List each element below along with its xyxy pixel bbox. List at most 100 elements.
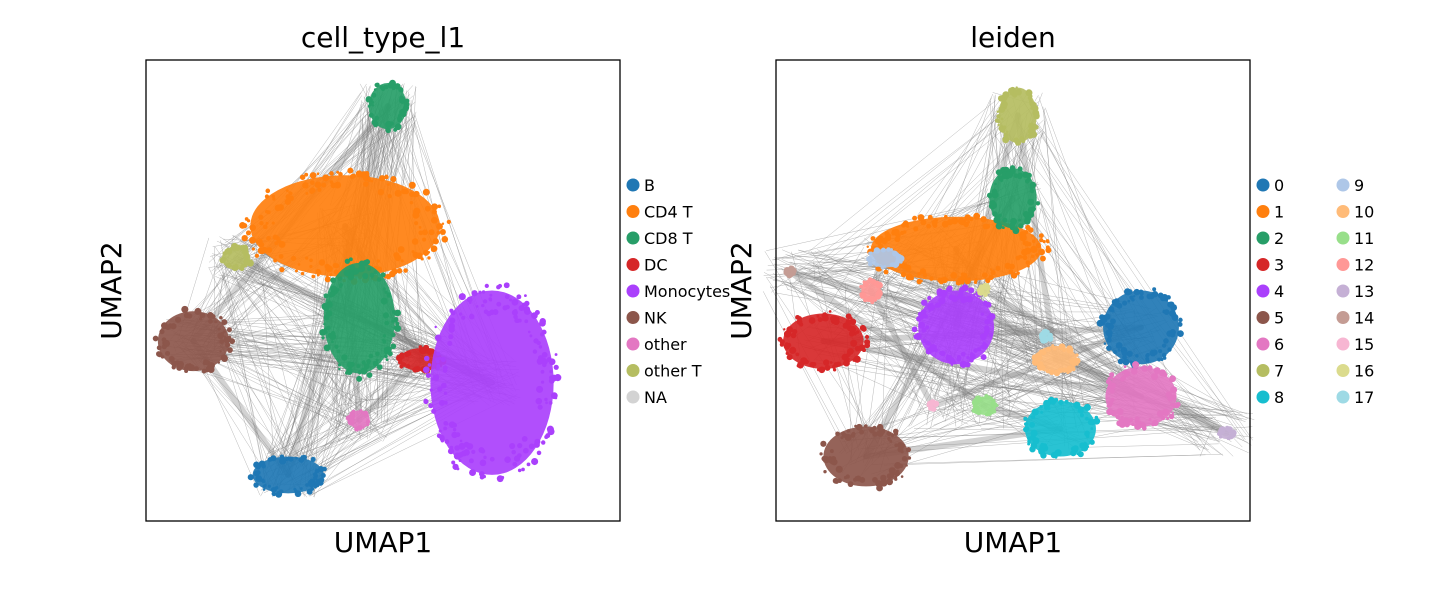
cell-point: [471, 290, 478, 297]
edge: [945, 400, 959, 416]
cell-point: [1031, 239, 1036, 244]
cell-point: [959, 360, 967, 369]
cell-point: [901, 456, 908, 462]
cell-point: [1122, 300, 1128, 306]
cell-point: [1042, 337, 1049, 344]
cell-point: [864, 342, 871, 349]
cell-point: [1171, 411, 1175, 415]
cell-point: [1009, 221, 1016, 228]
cell-point: [1066, 365, 1074, 373]
cell-point: [482, 299, 488, 304]
cell-point: [900, 475, 904, 478]
cell-point: [808, 317, 816, 324]
cell-point: [255, 470, 261, 476]
cell-point: [217, 361, 221, 364]
cell-point: [974, 395, 982, 403]
cell-point: [854, 345, 861, 352]
cell-point: [1022, 238, 1026, 242]
cell-point: [267, 484, 271, 488]
cell-point: [1145, 356, 1150, 361]
cell-point: [352, 271, 357, 275]
cell-point: [913, 226, 919, 232]
cell-point: [1161, 343, 1167, 348]
cell-point: [448, 421, 456, 428]
cell-point: [824, 364, 831, 371]
cluster-13: [1216, 425, 1237, 441]
cell-point: [321, 182, 327, 188]
cell-point: [219, 315, 223, 320]
edge: [791, 285, 982, 427]
cell-point: [430, 216, 438, 224]
edge: [792, 132, 992, 288]
cell-point: [893, 428, 899, 435]
cell-point: [539, 332, 545, 337]
cell-point: [1109, 372, 1115, 378]
cell-point: [902, 230, 907, 234]
cell-point: [1157, 357, 1161, 362]
cell-point: [314, 183, 319, 188]
cell-point: [512, 461, 518, 467]
edge: [1021, 128, 1119, 309]
cell-point: [333, 269, 339, 275]
cell-point: [929, 304, 936, 311]
cell-point: [1058, 399, 1064, 406]
cluster-cd8-t: [365, 79, 410, 134]
cluster-monocytes: [422, 282, 562, 483]
cell-point: [1110, 318, 1116, 325]
cell-point: [380, 272, 386, 278]
cell-point: [1122, 358, 1130, 366]
cell-point: [1135, 354, 1139, 358]
cell-point: [449, 308, 454, 313]
cell-point: [334, 181, 342, 189]
cell-point: [1003, 132, 1009, 138]
legend-item: 3: [1256, 256, 1284, 275]
edge: [250, 275, 371, 402]
cell-point: [239, 266, 245, 272]
cell-point: [823, 359, 830, 366]
cell-point: [955, 280, 962, 286]
cell-point: [877, 424, 883, 429]
cell-point: [991, 401, 998, 408]
cell-point: [1106, 405, 1109, 408]
edge: [234, 243, 370, 405]
cell-point: [288, 456, 294, 462]
cell-point: [368, 353, 374, 359]
cell-point: [796, 364, 800, 368]
cluster-17: [1038, 328, 1054, 344]
cell-point: [874, 237, 882, 245]
edge: [1032, 376, 1121, 390]
cell-point: [406, 364, 411, 369]
cell-point: [332, 262, 338, 269]
cell-point: [887, 233, 891, 238]
edge: [810, 241, 878, 255]
cell-point: [1147, 365, 1153, 371]
cell-point: [261, 464, 266, 469]
cell-point: [1106, 345, 1112, 351]
cell-point: [529, 334, 533, 338]
cell-point: [874, 262, 879, 267]
cell-point: [968, 216, 974, 222]
cell-point: [278, 240, 286, 248]
edge: [871, 454, 1206, 465]
cell-point: [894, 475, 898, 479]
cell-point: [844, 434, 852, 441]
cell-point: [860, 292, 863, 296]
cell-point: [936, 288, 944, 295]
umap-panel-1: cell_type_l1 UMAP1 UMAP2 B CD4 T CD8 T DC Monoc…: [95, 21, 730, 559]
cell-point: [444, 439, 450, 444]
cell-point: [285, 189, 289, 193]
edge: [219, 255, 270, 490]
cell-point: [368, 112, 374, 118]
edge: [305, 355, 445, 490]
cell-point: [845, 318, 852, 325]
cell-point: [367, 266, 372, 271]
cell-point: [271, 491, 277, 497]
cell-point: [546, 357, 552, 363]
legend-marker: [626, 311, 640, 324]
cell-point: [1031, 234, 1034, 237]
cell-point: [1012, 227, 1020, 235]
cell-point: [159, 329, 165, 335]
cell-point: [1113, 301, 1120, 307]
cell-point: [355, 170, 363, 178]
cell-point: [381, 338, 385, 342]
